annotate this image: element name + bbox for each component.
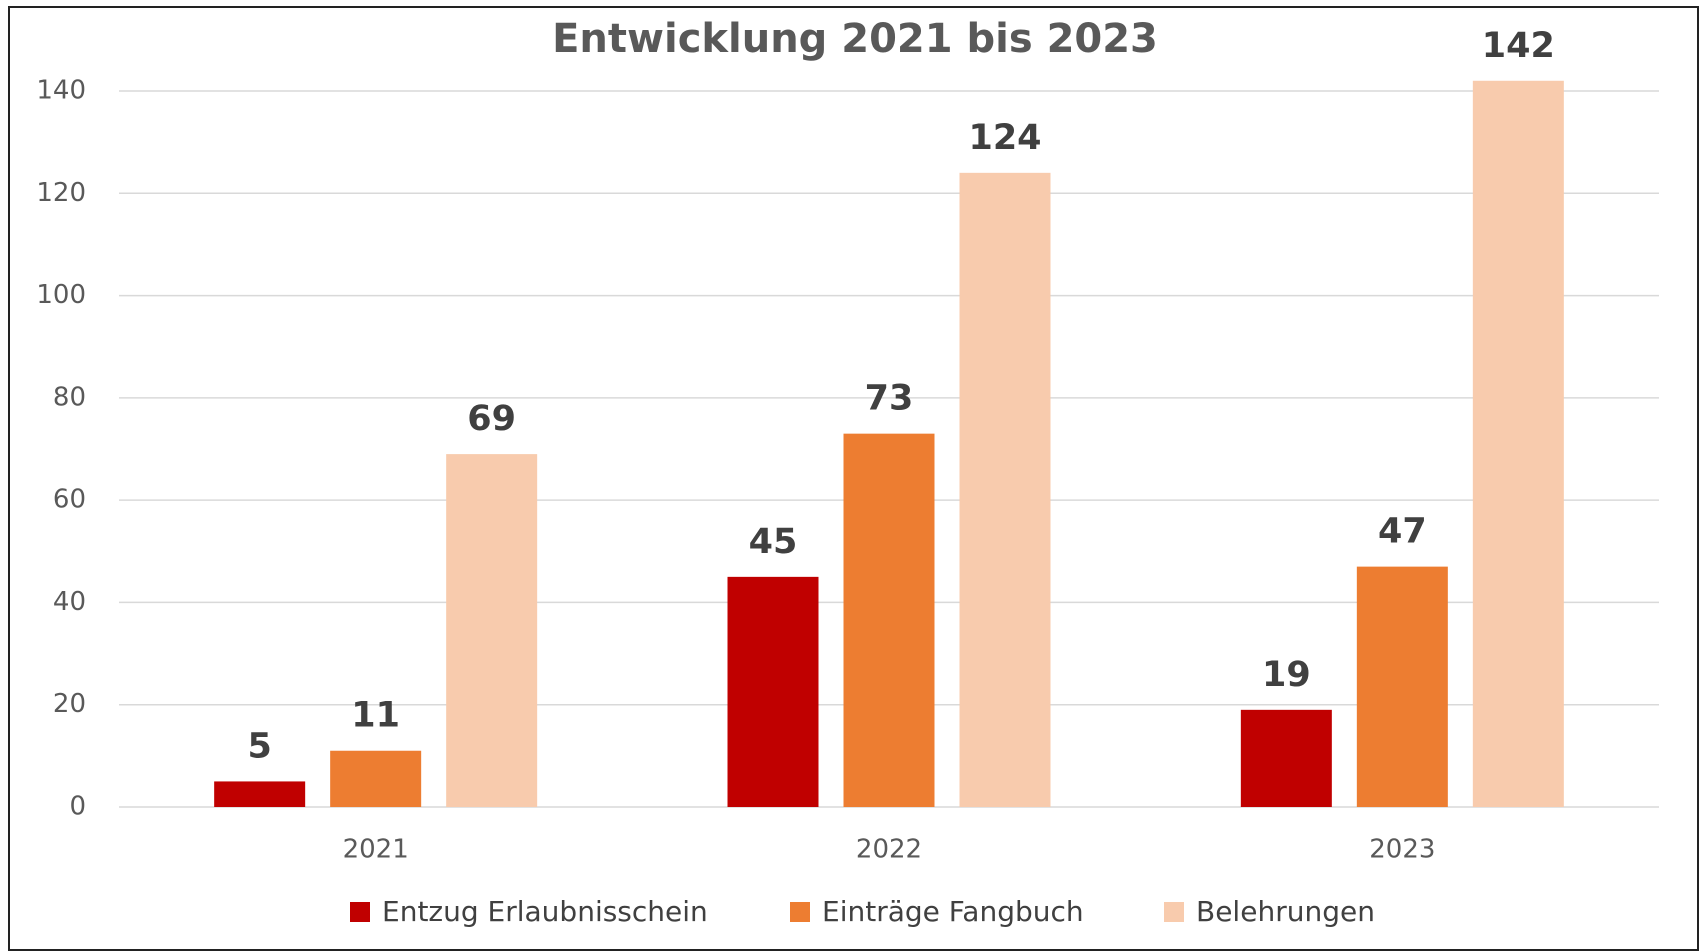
- bar: [959, 172, 1051, 808]
- data-label: 5: [247, 726, 271, 766]
- bar: [1356, 566, 1448, 807]
- legend-swatch: [790, 902, 810, 922]
- y-tick-label: 60: [53, 485, 86, 515]
- y-tick-label: 20: [53, 689, 86, 719]
- legend-swatch: [1164, 902, 1184, 922]
- data-label: 124: [968, 118, 1041, 158]
- bar: [843, 433, 935, 807]
- y-tick-label: 0: [69, 792, 86, 822]
- data-label: 19: [1262, 655, 1311, 695]
- y-tick-label: 120: [36, 178, 86, 208]
- bar: [330, 750, 422, 807]
- bar: [1472, 80, 1564, 808]
- x-tick-label: 2021: [343, 835, 409, 865]
- y-tick-label: 140: [36, 76, 86, 106]
- data-label: 69: [467, 399, 516, 439]
- legend-label: Belehrungen: [1196, 895, 1375, 928]
- data-label: 45: [749, 522, 798, 562]
- legend-swatch: [350, 902, 370, 922]
- y-tick-label: 100: [36, 280, 86, 310]
- x-tick-label: 2022: [856, 835, 922, 865]
- bar: [727, 576, 819, 807]
- x-tick-label: 2023: [1369, 835, 1435, 865]
- legend-label: Entzug Erlaubnisschein: [382, 895, 708, 928]
- bar: [446, 454, 538, 807]
- data-label: 11: [351, 696, 400, 736]
- y-tick-label: 80: [53, 382, 86, 412]
- bar: [1240, 709, 1332, 807]
- y-tick-label: 40: [53, 587, 86, 617]
- data-label: 142: [1482, 26, 1555, 66]
- bar: [214, 781, 306, 807]
- legend-label: Einträge Fangbuch: [822, 895, 1084, 928]
- chart-title: Entwicklung 2021 bis 2023: [552, 16, 1158, 62]
- data-label: 47: [1378, 512, 1427, 552]
- data-label: 73: [865, 379, 914, 419]
